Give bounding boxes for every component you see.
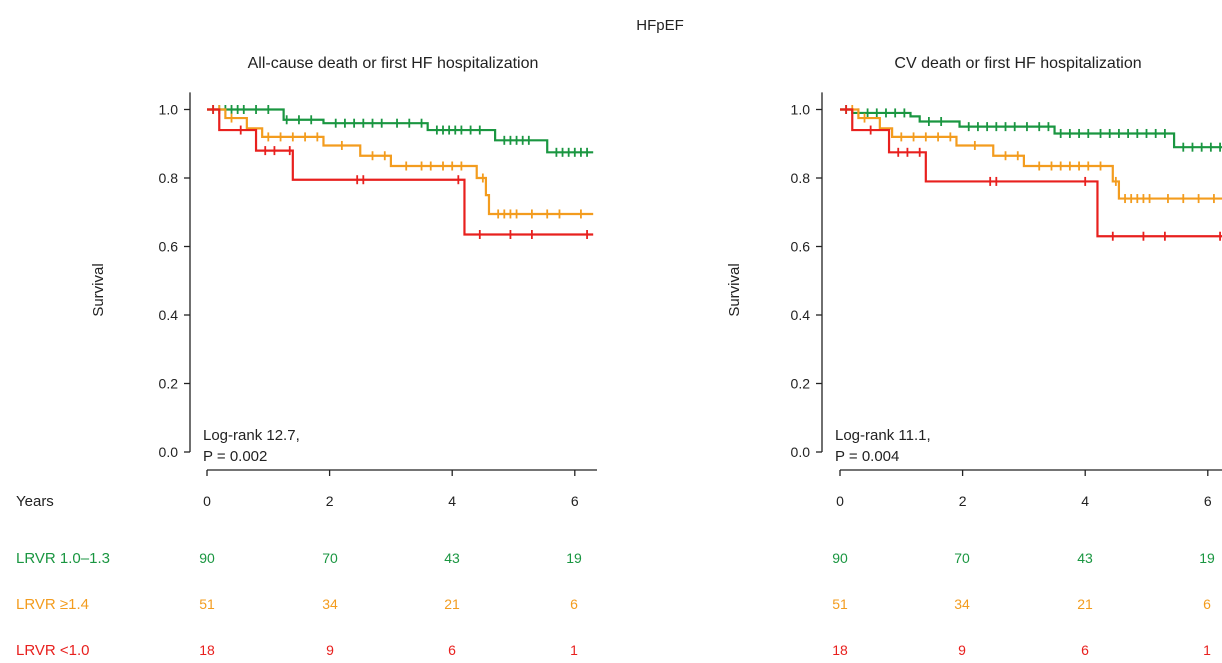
x-tick-label: 4 bbox=[1081, 493, 1089, 509]
risk-count: 9 bbox=[958, 642, 966, 658]
risk-count: 6 bbox=[570, 596, 578, 612]
y-tick-label: 0.8 bbox=[159, 170, 179, 186]
risk-count: 90 bbox=[199, 550, 215, 566]
annotation-line-2: P = 0.004 bbox=[835, 448, 899, 465]
risk-row-label: LRVR <1.0 bbox=[16, 642, 90, 659]
risk-row-label: LRVR ≥1.4 bbox=[16, 596, 89, 613]
risk-count: 9 bbox=[326, 642, 334, 658]
years-row-label: Years bbox=[16, 493, 54, 510]
risk-count: 34 bbox=[954, 596, 970, 612]
risk-count: 6 bbox=[448, 642, 456, 658]
risk-count: 6 bbox=[1081, 642, 1089, 658]
risk-count: 21 bbox=[444, 596, 460, 612]
x-tick-label: 6 bbox=[1204, 493, 1212, 509]
risk-count: 18 bbox=[199, 642, 215, 658]
km-line bbox=[207, 108, 594, 216]
risk-count: 51 bbox=[199, 596, 215, 612]
x-tick-label: 0 bbox=[836, 493, 844, 509]
risk-count: 19 bbox=[566, 550, 582, 566]
figure-title: HFpEF bbox=[636, 17, 684, 34]
panel-cv-death: CV death or first HF hospitalization Sur… bbox=[726, 55, 1222, 509]
annotation-line-1: Log-rank 11.1, bbox=[835, 427, 931, 444]
y-tick-label: 0.0 bbox=[159, 444, 179, 460]
risk-count: 70 bbox=[322, 550, 338, 566]
chart-title: All-cause death or first HF hospitalizat… bbox=[248, 55, 539, 72]
risk-count: 43 bbox=[444, 550, 460, 566]
annotation-line-2: P = 0.002 bbox=[203, 448, 267, 465]
risk-count: 51 bbox=[832, 596, 848, 612]
plot-area: 0.0 0.2 0.4 0.6 0.8 1.0 0 2 4 6 bbox=[159, 92, 597, 509]
y-axis-label: Survival bbox=[726, 263, 743, 316]
y-tick-label: 0.6 bbox=[159, 239, 179, 255]
y-tick-label: 0.6 bbox=[791, 239, 811, 255]
x-tick-label: 2 bbox=[959, 493, 967, 509]
risk-count: 21 bbox=[1077, 596, 1093, 612]
x-tick-label: 2 bbox=[326, 493, 334, 509]
plot-area: 0.0 0.2 0.4 0.6 0.8 1.0 0 2 4 6 bbox=[791, 92, 1222, 509]
y-axis-label: Survival bbox=[90, 263, 107, 316]
risk-count: 1 bbox=[570, 642, 578, 658]
risk-count: 90 bbox=[832, 550, 848, 566]
annotation-line-1: Log-rank 12.7, bbox=[203, 427, 300, 444]
y-tick-label: 0.8 bbox=[791, 170, 811, 186]
x-tick-label: 0 bbox=[203, 493, 211, 509]
risk-count: 1 bbox=[1203, 642, 1211, 658]
km-line bbox=[840, 108, 1222, 149]
x-tick-label: 4 bbox=[448, 493, 456, 509]
risk-row-label: LRVR 1.0–1.3 bbox=[16, 550, 110, 567]
risk-count: 43 bbox=[1077, 550, 1093, 566]
y-tick-label: 0.4 bbox=[159, 307, 179, 323]
risk-count: 18 bbox=[832, 642, 848, 658]
y-tick-label: 0.2 bbox=[159, 376, 179, 392]
y-tick-label: 0.2 bbox=[791, 376, 811, 392]
chart-title: CV death or first HF hospitalization bbox=[894, 55, 1141, 72]
y-tick-label: 1.0 bbox=[791, 102, 811, 118]
risk-count: 34 bbox=[322, 596, 338, 612]
y-tick-label: 0.0 bbox=[791, 444, 811, 460]
risk-count: 70 bbox=[954, 550, 970, 566]
x-tick-label: 6 bbox=[571, 493, 579, 509]
panel-all-cause: All-cause death or first HF hospitalizat… bbox=[90, 55, 597, 509]
risk-count: 6 bbox=[1203, 596, 1211, 612]
km-line bbox=[207, 108, 594, 236]
km-line bbox=[207, 108, 594, 154]
risk-count: 19 bbox=[1199, 550, 1215, 566]
y-tick-label: 1.0 bbox=[159, 102, 179, 118]
km-line bbox=[840, 108, 1222, 200]
km-line bbox=[840, 108, 1222, 238]
y-tick-label: 0.4 bbox=[791, 307, 811, 323]
